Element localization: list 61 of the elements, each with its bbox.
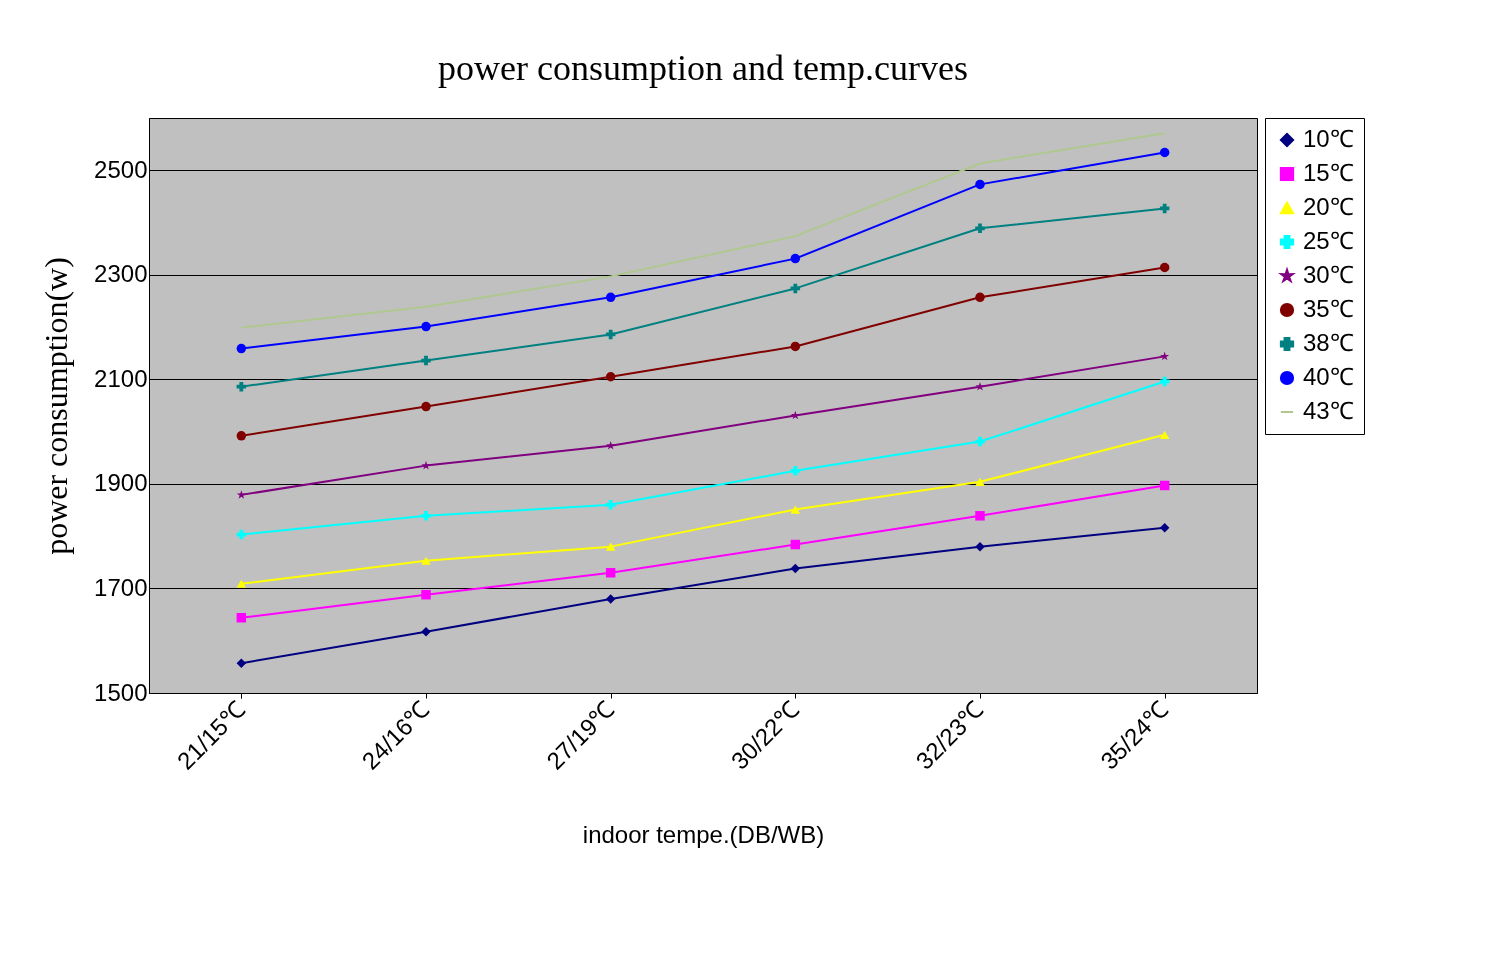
point [975,436,985,447]
point [1159,147,1170,158]
point [421,589,431,600]
point [236,490,246,499]
point [790,539,801,550]
point [605,594,616,604]
y-tick-label: 1700 [94,573,148,601]
point [975,292,985,303]
legend-label: 40℃ [1303,363,1354,390]
point [421,460,431,470]
legend-label: 10℃ [1303,125,1354,152]
point [236,529,247,540]
legend-label: 20℃ [1303,193,1354,220]
y-tick-label: 1500 [94,678,148,706]
point [605,568,616,578]
y-axis-title: power consumption(w) [38,257,75,555]
point [421,556,431,565]
y-tick-label: 1900 [94,469,148,497]
point [605,542,616,551]
point [790,466,801,476]
legend-label: 15℃ [1303,159,1354,186]
point [790,253,801,264]
point [975,381,985,391]
point [236,658,247,668]
point [605,372,616,382]
point [1159,430,1170,439]
point [605,500,616,510]
point [790,505,801,514]
point [236,579,247,588]
point [975,541,985,552]
point [236,431,247,441]
x-axis-title: indoor tempe.(DB/WB) [582,821,825,849]
chart-title: power consumption and temp.curves [438,47,968,88]
point [236,343,247,354]
point [1159,262,1170,273]
legend-label: 38℃ [1303,329,1354,356]
point [1160,351,1170,361]
point [975,477,985,486]
point [606,441,616,450]
point [605,292,616,303]
point [1159,523,1170,533]
point [975,223,985,234]
legend-label: 35℃ [1303,295,1354,322]
point [1159,480,1170,491]
point [236,381,247,392]
line-series [240,132,1166,329]
legend-label: 43℃ [1303,397,1354,424]
point [975,179,985,190]
legend-label: 30℃ [1303,261,1354,288]
point [421,511,431,521]
point [236,612,247,623]
legend-label: 25℃ [1303,227,1354,254]
point [975,511,985,521]
y-tick-label: 2300 [94,260,148,288]
y-tick-label: 2100 [94,364,148,392]
point [421,321,431,332]
y-tick-label: 2500 [94,155,148,183]
point [421,401,431,412]
point [790,341,801,352]
point [421,355,431,366]
point [790,563,801,574]
